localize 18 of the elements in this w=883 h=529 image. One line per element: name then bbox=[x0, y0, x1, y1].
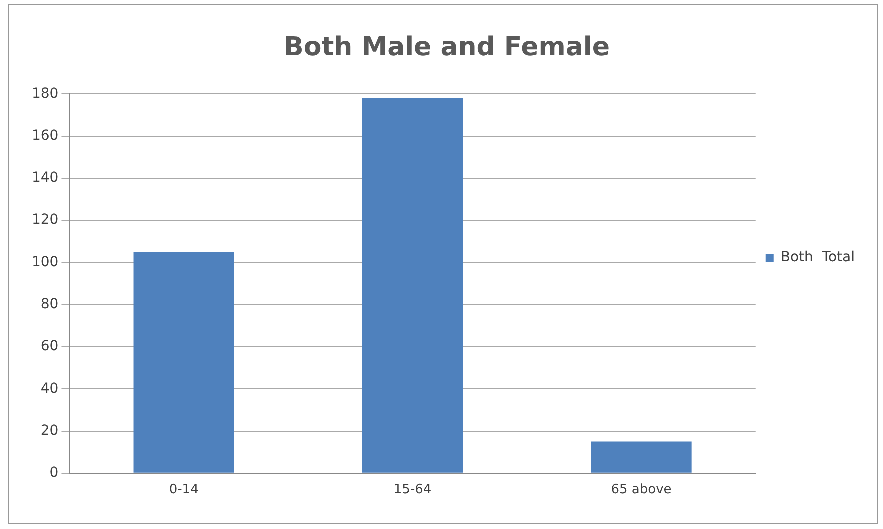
chart-title: Both Male and Female bbox=[284, 32, 610, 62]
y-tick-label: 180 bbox=[32, 86, 59, 102]
y-tick-label: 60 bbox=[40, 338, 59, 355]
x-tick-label: 65 above bbox=[611, 482, 672, 498]
legend-label: Both Total bbox=[780, 250, 856, 266]
y-tick-label: 80 bbox=[40, 296, 59, 313]
bar bbox=[134, 252, 234, 473]
x-tick-label: 0-14 bbox=[169, 482, 199, 498]
y-tick-label: 100 bbox=[32, 254, 59, 270]
bar bbox=[591, 442, 692, 473]
y-tick-label: 0 bbox=[50, 465, 59, 482]
x-tick-label: 15-64 bbox=[394, 482, 432, 498]
y-tick-label: 140 bbox=[32, 170, 59, 186]
bar bbox=[362, 98, 464, 473]
y-tick-label: 20 bbox=[40, 422, 59, 439]
y-tick-label: 160 bbox=[32, 128, 59, 144]
y-tick-label: 40 bbox=[40, 380, 59, 397]
y-tick-label: 120 bbox=[32, 212, 59, 228]
